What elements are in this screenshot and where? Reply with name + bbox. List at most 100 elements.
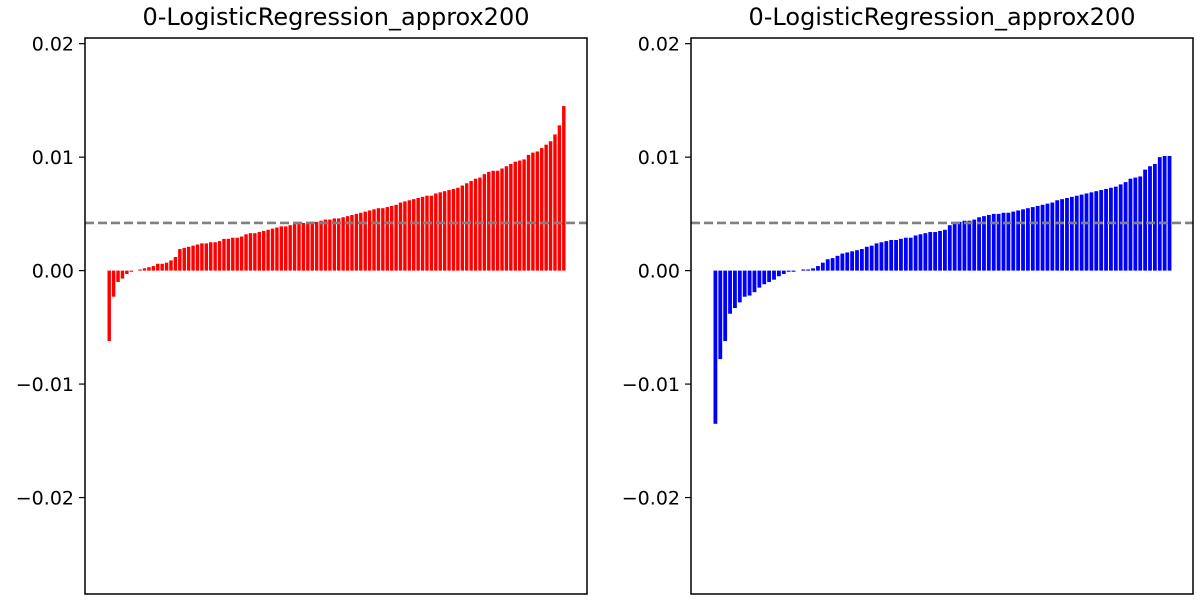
right-chart-bar bbox=[894, 239, 898, 271]
left-chart-bar bbox=[328, 219, 332, 271]
right-chart-bar bbox=[1045, 203, 1050, 271]
left-ytick-label: 0.00 bbox=[32, 261, 74, 283]
right-chart-bar bbox=[1011, 211, 1016, 271]
left-chart-bar bbox=[178, 249, 182, 271]
left-chart-bar bbox=[495, 170, 500, 271]
right-chart-bar bbox=[1113, 186, 1118, 271]
right-chart-bar bbox=[938, 230, 942, 271]
left-chart-bar bbox=[469, 180, 473, 271]
left-chart-bar bbox=[416, 197, 420, 271]
right-chart-bar bbox=[864, 246, 869, 271]
left-chart-bar bbox=[557, 125, 562, 271]
left-chart-bar bbox=[504, 166, 509, 271]
left-chart-bars bbox=[107, 106, 566, 341]
left-chart-panel: 0-LogisticRegression_approx200 0.02 0.01… bbox=[16, 3, 588, 595]
right-chart-title: 0-LogisticRegression_approx200 bbox=[749, 3, 1136, 31]
left-chart-bar bbox=[526, 154, 531, 271]
right-chart-bar bbox=[1094, 191, 1099, 271]
right-chart-bar bbox=[991, 213, 996, 271]
left-chart-bar bbox=[381, 208, 385, 271]
right-chart-bar bbox=[767, 270, 772, 282]
left-chart-bar bbox=[107, 270, 111, 341]
left-chart-bar bbox=[200, 243, 204, 271]
left-chart-bar bbox=[253, 233, 257, 271]
left-chart-bar bbox=[438, 192, 442, 271]
left-chart-bar bbox=[319, 220, 323, 271]
right-chart-bar bbox=[1118, 184, 1123, 271]
left-chart-bar bbox=[425, 195, 429, 271]
left-chart-bar bbox=[182, 247, 186, 271]
right-ytick-label: −0.01 bbox=[622, 374, 680, 396]
right-chart-bar bbox=[1021, 209, 1025, 271]
left-chart-bar bbox=[544, 144, 548, 271]
right-chart-bar bbox=[801, 269, 806, 271]
left-chart-bar bbox=[434, 193, 438, 271]
left-chart-bar bbox=[412, 199, 416, 271]
left-chart-bar bbox=[257, 232, 261, 271]
left-chart-bar bbox=[261, 230, 266, 271]
right-chart-bar bbox=[806, 269, 811, 271]
left-chart-bar bbox=[156, 263, 160, 271]
left-chart-bar bbox=[487, 171, 491, 271]
left-chart-bar bbox=[562, 106, 566, 271]
right-chart-bar bbox=[840, 253, 845, 271]
left-chart-bar bbox=[266, 229, 270, 271]
right-chart-bar bbox=[1084, 193, 1089, 271]
left-chart-bar bbox=[306, 222, 310, 271]
right-chart-bar bbox=[762, 270, 767, 285]
left-chart-bar bbox=[363, 211, 367, 271]
right-chart-bar bbox=[1148, 166, 1152, 271]
left-chart-bar bbox=[332, 218, 337, 271]
left-chart-axes-frame bbox=[84, 37, 588, 595]
right-chart-bar bbox=[772, 270, 776, 280]
right-chart-bar bbox=[757, 270, 762, 288]
right-chart-bar bbox=[747, 270, 752, 296]
right-chart-bar bbox=[825, 259, 830, 271]
right-chart-bar bbox=[737, 270, 742, 303]
right-chart-bar bbox=[1109, 187, 1113, 271]
right-chart-bar bbox=[1123, 182, 1128, 271]
right-chart-bar bbox=[781, 270, 786, 275]
right-chart-bar bbox=[1030, 207, 1035, 271]
left-chart-bar bbox=[204, 243, 209, 271]
right-chart-bar bbox=[1104, 188, 1108, 271]
left-chart-bar bbox=[248, 233, 253, 271]
right-chart-bar bbox=[850, 251, 855, 271]
right-chart-bar bbox=[982, 216, 986, 271]
right-ytick-label: 0.02 bbox=[638, 34, 680, 56]
left-chart-bar bbox=[284, 226, 288, 271]
right-chart-bar bbox=[816, 266, 820, 271]
right-chart-bar bbox=[742, 270, 747, 297]
left-chart-bar bbox=[522, 159, 526, 271]
left-chart-bar bbox=[451, 188, 456, 271]
left-chart-bar bbox=[367, 210, 372, 271]
right-chart-bar bbox=[1035, 205, 1040, 271]
right-chart-bar bbox=[855, 250, 859, 271]
right-chart-bar bbox=[1157, 157, 1162, 271]
left-chart-bar bbox=[142, 268, 147, 271]
left-chart-bar bbox=[173, 257, 178, 271]
left-chart-bar bbox=[111, 270, 116, 297]
left-chart-bar bbox=[125, 270, 129, 275]
left-chart-bar bbox=[231, 237, 235, 271]
left-chart-bar bbox=[226, 238, 231, 271]
right-chart-bar bbox=[811, 268, 815, 271]
right-chart-bar bbox=[1143, 169, 1148, 271]
left-chart-bar bbox=[513, 161, 517, 271]
right-chart-bar bbox=[918, 234, 923, 271]
left-chart-bar bbox=[195, 244, 200, 271]
left-chart-bar bbox=[447, 190, 451, 271]
right-chart-bar bbox=[928, 232, 933, 271]
left-chart-bar bbox=[151, 266, 156, 271]
right-chart-bar bbox=[913, 235, 918, 271]
left-chart-bar bbox=[314, 221, 319, 271]
right-chart-bar bbox=[713, 270, 718, 424]
left-chart-bar bbox=[310, 221, 314, 271]
left-chart-bar bbox=[389, 205, 394, 271]
right-chart-bar bbox=[899, 238, 903, 271]
left-chart-bar bbox=[429, 195, 434, 271]
right-chart-bar bbox=[947, 225, 952, 271]
left-chart-bar bbox=[345, 216, 350, 271]
